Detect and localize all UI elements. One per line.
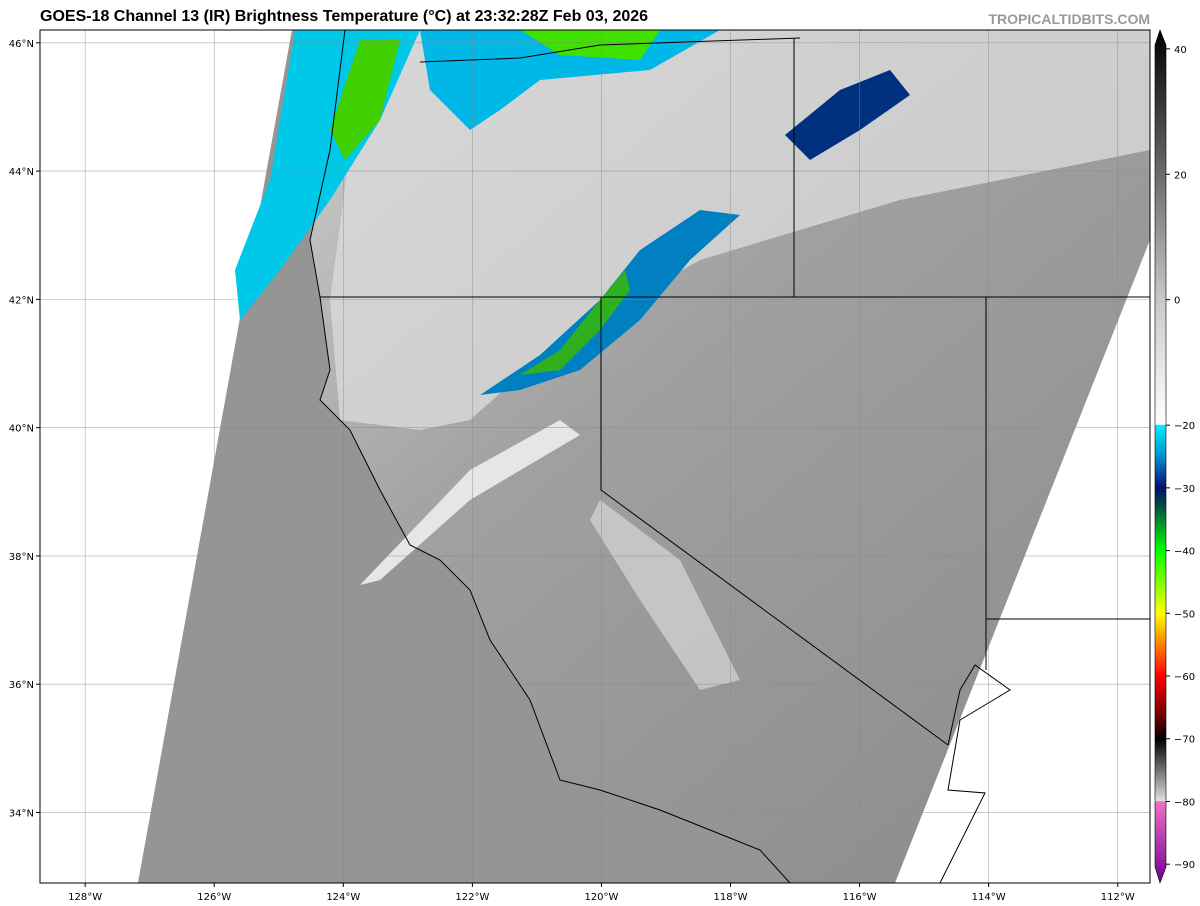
borders <box>309 30 1150 883</box>
ocean-cloud-region <box>138 30 790 883</box>
longitude-axis: 128°W 126°W 124°W 122°W 120°W 118°W 116°W 114°W… <box>68 883 1135 903</box>
lon-tick-label: 118°W <box>714 892 748 903</box>
map-title: GOES-18 Channel 13 (IR) Brightness Tempe… <box>40 8 649 25</box>
lon-tick-label: 124°W <box>326 892 360 903</box>
cold-cloud-band-core <box>520 270 630 375</box>
colorbar: 40 20 0 −20 −30 −40 −50 −60 −70 −80 −90 <box>1154 29 1195 884</box>
cloud-band-north <box>330 30 1150 430</box>
colorbar-tick-label: 20 <box>1174 170 1187 181</box>
lon-tick-label: 114°W <box>972 892 1006 903</box>
watermark: TROPICALTIDBITS.COM <box>988 11 1150 27</box>
map-area <box>40 30 1150 883</box>
map-frame <box>39 29 1151 884</box>
colorbar-tick-label: −20 <box>1174 421 1195 432</box>
cold-cloud-core-top <box>520 30 660 60</box>
colorbar-tick-label: 40 <box>1174 45 1187 56</box>
cloud-streak <box>360 420 580 585</box>
colorbar-tick-label: 0 <box>1174 296 1180 307</box>
lat-tick-label: 46°N <box>9 39 34 50</box>
lon-tick-label: 126°W <box>197 892 231 903</box>
colorbar-tick-label: −40 <box>1174 547 1195 558</box>
lon-tick-label: 122°W <box>455 892 489 903</box>
lat-tick-label: 36°N <box>9 680 34 691</box>
lat-tick-label: 44°N <box>9 167 34 178</box>
lat-tick-label: 42°N <box>9 295 34 306</box>
colorbar-tick-label: −30 <box>1174 484 1195 495</box>
colorbar-tick-label: −70 <box>1174 735 1195 746</box>
lon-tick-label: 128°W <box>68 892 102 903</box>
latitude-axis: 46°N 44°N 42°N 40°N 38°N 36°N 34°N <box>9 39 40 819</box>
lon-tick-label: 112°W <box>1101 892 1135 903</box>
colorbar-tick-label: −80 <box>1174 797 1195 808</box>
lon-tick-label: 116°W <box>843 892 877 903</box>
graticule <box>40 30 1150 883</box>
colorbar-tick-label: −50 <box>1174 609 1195 620</box>
lat-tick-label: 40°N <box>9 424 34 435</box>
cloud-band-sierra <box>590 500 740 690</box>
state-border-wa-or <box>419 37 801 63</box>
lon-tick-label: 120°W <box>584 892 618 903</box>
cold-cloud-ne <box>785 70 910 160</box>
state-border-ca-nv <box>600 297 949 746</box>
colorbar-body <box>1154 29 1167 884</box>
lat-tick-label: 38°N <box>9 552 34 563</box>
lat-tick-label: 34°N <box>9 808 34 819</box>
colorbar-tick-label: −90 <box>1174 860 1195 871</box>
colorbar-tick-label: −60 <box>1174 672 1195 683</box>
colorado-river <box>939 664 1011 883</box>
cold-cloud-top <box>420 30 720 130</box>
cold-cloud-core-coastal <box>330 40 400 160</box>
